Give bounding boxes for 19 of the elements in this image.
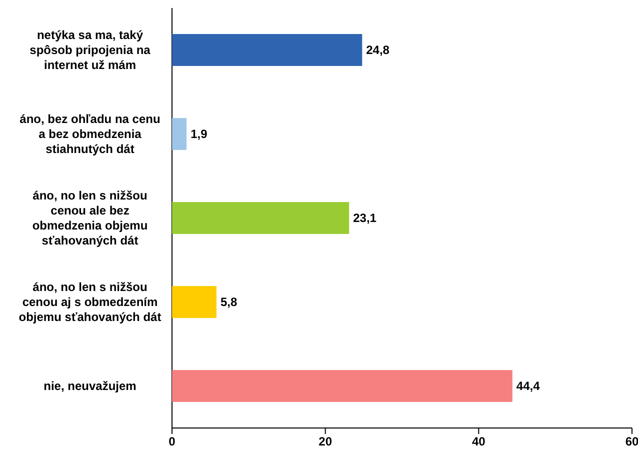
x-tick-label: 20	[318, 434, 332, 449]
x-tick-label: 0	[168, 434, 176, 449]
bar	[172, 34, 362, 66]
data-label: 1,9	[190, 127, 208, 141]
data-label: 5,8	[220, 295, 238, 309]
data-label: 44,4	[516, 379, 540, 393]
y-tick-label: áno, no len s nižšou cenou aj s obmedzením objemu sťahovaných dát	[18, 280, 162, 324]
y-tick-label: netýka sa ma, taký spôsob pripojenia na internet už mám	[30, 28, 151, 72]
y-tick-label: áno, no len s nižšou cenou ale bez obmedzenia objemu sťahovaných dát	[32, 188, 148, 248]
bar	[172, 370, 512, 402]
bar	[172, 286, 216, 318]
bar	[172, 118, 187, 150]
x-tick-label: 40	[472, 434, 486, 449]
data-label: 23,1	[353, 211, 377, 225]
y-tick-label: nie, neuvažujem	[44, 379, 136, 393]
data-label: 24,8	[366, 43, 390, 57]
x-tick-label: 60	[625, 434, 638, 449]
bar	[172, 202, 350, 234]
y-tick-label: áno, bez ohľadu na cenu a bez obmedzenia stiahnutých dát	[20, 112, 160, 156]
